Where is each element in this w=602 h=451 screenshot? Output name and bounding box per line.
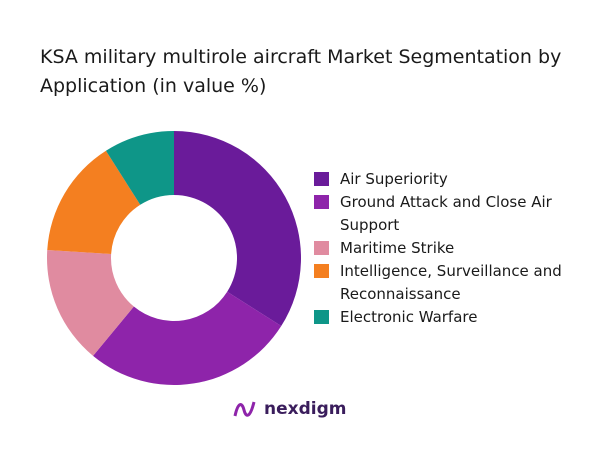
donut-slice-air-superiority <box>174 131 301 327</box>
legend-item: Intelligence, Surveillance and Reconnais… <box>314 260 602 306</box>
legend-swatch <box>314 310 329 324</box>
legend: Air Superiority Ground Attack and Close A… <box>314 168 602 329</box>
legend-label: Ground Attack and Close Air Support <box>340 193 552 234</box>
donut-slice-electronic-warfare <box>105 131 174 205</box>
chart-title: KSA military multirole aircraft Market S… <box>40 46 562 97</box>
donut-slice-maritime-strike <box>47 250 134 356</box>
legend-item: Ground Attack and Close Air Support <box>314 191 602 237</box>
legend-label: Intelligence, Surveillance and Reconnais… <box>340 262 562 303</box>
logo-text: nexdigm <box>264 399 347 419</box>
legend-item: Electronic Warfare <box>314 306 602 329</box>
legend-swatch <box>314 172 329 186</box>
legend-label: Maritime Strike <box>340 239 455 257</box>
legend-label: Electronic Warfare <box>340 308 478 326</box>
nexdigm-logo-icon <box>233 401 256 417</box>
legend-item: Maritime Strike <box>314 237 602 260</box>
donut-slice-intelligence-surveillance-and-reconnaissance <box>47 150 141 255</box>
legend-label: Air Superiority <box>340 170 448 188</box>
legend-swatch <box>314 195 329 209</box>
legend-swatch <box>314 241 329 255</box>
logo: nexdigm <box>232 398 346 420</box>
legend-swatch <box>314 264 329 278</box>
donut-slice-ground-attack-and-close-air-support <box>93 291 282 386</box>
legend-item: Air Superiority <box>314 168 602 191</box>
